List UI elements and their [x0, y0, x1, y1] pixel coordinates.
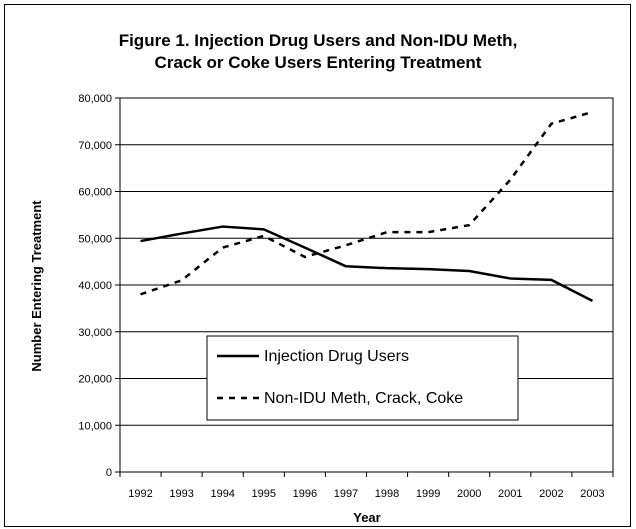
y-axis-label: Number Entering Treatment — [29, 200, 44, 372]
x-tick-label: 2002 — [539, 488, 563, 500]
gridlines — [120, 144, 613, 426]
x-tick-label: 1994 — [210, 488, 234, 500]
y-tick-label: 10,000 — [78, 420, 112, 432]
y-tick-label: 50,000 — [78, 233, 112, 245]
chart-title: Figure 1. Injection Drug Users and Non-I… — [0, 30, 636, 74]
x-axis-label: Year — [353, 510, 380, 525]
series-line-non-idu-meth-crack-coke — [140, 110, 593, 296]
x-tick-label: 2003 — [580, 488, 604, 500]
chart-title-line1: Figure 1. Injection Drug Users and Non-I… — [118, 31, 518, 50]
series — [140, 110, 594, 303]
y-axis-ticks: 0 10,000 20,000 30,000 40,000 50,000 60,000 70,… — [78, 93, 120, 479]
x-tick-label: 1995 — [252, 488, 276, 500]
chart-frame — [4, 4, 631, 527]
legend-box — [206, 335, 519, 421]
y-tick-label: 70,000 — [78, 140, 112, 152]
legend: Injection Drug Users Non-IDU Meth, Crack… — [206, 335, 519, 421]
x-tick-label: 1996 — [293, 488, 317, 500]
y-tick-label: 30,000 — [78, 327, 112, 339]
x-tick-label: 1998 — [375, 488, 399, 500]
y-tick-label: 20,000 — [78, 374, 112, 386]
y-tick-label: 80,000 — [78, 93, 112, 105]
chart-title-line2: Crack or Coke Users Entering Treatment — [154, 53, 482, 72]
x-tick-label: 2001 — [498, 488, 522, 500]
legend-label-injection-drug-users: Injection Drug Users — [264, 348, 409, 365]
x-axis-ticks: 1992 1993 1994 1995 1996 1997 1998 1999 2000 2001… — [119, 472, 614, 500]
x-tick-label: 2000 — [457, 488, 481, 500]
y-tick-label: 60,000 — [78, 187, 112, 199]
x-tick-label: 1997 — [334, 488, 358, 500]
series-line-injection-drug-users — [140, 225, 594, 303]
legend-label-non-idu: Non-IDU Meth, Crack, Coke — [264, 390, 463, 407]
y-tick-label: 40,000 — [78, 280, 112, 292]
x-tick-label: 1992 — [128, 488, 152, 500]
x-tick-label: 1993 — [169, 488, 193, 500]
y-tick-label: 0 — [106, 467, 112, 479]
x-tick-label: 1999 — [416, 488, 440, 500]
